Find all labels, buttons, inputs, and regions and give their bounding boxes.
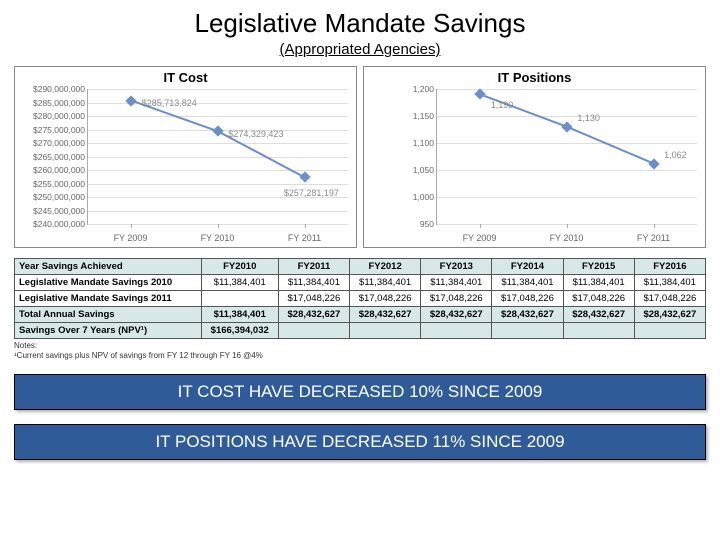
cell: $28,432,627 <box>350 307 421 323</box>
cell: $11,384,401 <box>278 275 349 291</box>
header-label: Year Savings Achieved <box>15 259 202 275</box>
data-label: 1,130 <box>577 113 600 123</box>
x-tick-label: FY 2009 <box>436 233 523 243</box>
y-tick-label: 1,050 <box>413 165 437 175</box>
y-tick-label: $290,000,000 <box>33 84 88 94</box>
table-header-row: Year Savings Achieved FY2010 FY2011 FY20… <box>15 259 706 275</box>
x-tick <box>567 224 568 228</box>
x-tick-label: FY 2010 <box>523 233 610 243</box>
x-tick <box>305 224 306 228</box>
page-subtitle: (Appropriated Agencies) <box>0 41 720 58</box>
cell: $166,394,032 <box>201 323 278 339</box>
x-tick-label: FY 2009 <box>87 233 174 243</box>
cell <box>201 291 278 307</box>
data-label: $257,281,197 <box>284 188 339 198</box>
x-tick <box>480 224 481 228</box>
y-tick-label: $270,000,000 <box>33 138 88 148</box>
npv-row: Savings Over 7 Years (NPV¹)$166,394,032 <box>15 323 706 339</box>
x-tick-label: FY 2010 <box>174 233 261 243</box>
col-header: FY2011 <box>278 259 349 275</box>
y-tick-label: 1,150 <box>413 111 437 121</box>
col-header: FY2014 <box>492 259 563 275</box>
total-row: Total Annual Savings$11,384,401$28,432,6… <box>15 307 706 323</box>
col-header: FY2013 <box>421 259 492 275</box>
plot-area: 1,2001,1501,1001,0501,0009501,1901,1301,… <box>436 89 697 225</box>
y-tick-label: $255,000,000 <box>33 179 88 189</box>
col-header: FY2016 <box>634 259 705 275</box>
cell: $17,048,226 <box>278 291 349 307</box>
y-tick-label: 1,000 <box>413 192 437 202</box>
data-label: 1,190 <box>491 100 514 110</box>
x-axis-labels: FY 2009FY 2010FY 2011 <box>436 233 697 243</box>
notes-block: Notes: ¹Current savings plus NPV of savi… <box>14 339 706 362</box>
savings-table: Year Savings Achieved FY2010 FY2011 FY20… <box>14 258 706 339</box>
row-label: Total Annual Savings <box>15 307 202 323</box>
y-tick-label: $240,000,000 <box>33 219 88 229</box>
cell <box>421 323 492 339</box>
table-row: Legislative Mandate Savings 2010$11,384,… <box>15 275 706 291</box>
cell: $17,048,226 <box>492 291 563 307</box>
cell: $11,384,401 <box>634 275 705 291</box>
banner-cost: IT COST HAVE DECREASED 10% SINCE 2009 <box>14 374 706 410</box>
y-tick-label: $285,000,000 <box>33 98 88 108</box>
data-label: 1,062 <box>664 150 687 160</box>
cell: $11,384,401 <box>563 275 634 291</box>
charts-row: IT Cost $290,000,000$285,000,000$280,000… <box>0 58 720 252</box>
data-label: $274,329,423 <box>228 129 283 139</box>
cell <box>278 323 349 339</box>
x-tick <box>218 224 219 228</box>
y-tick-label: $275,000,000 <box>33 125 88 135</box>
banner-positions: IT POSITIONS HAVE DECREASED 11% SINCE 20… <box>14 424 706 460</box>
table-row: Legislative Mandate Savings 2011 $17,048,… <box>15 291 706 307</box>
cell: $17,048,226 <box>634 291 705 307</box>
x-tick-label: FY 2011 <box>610 233 697 243</box>
x-tick <box>654 224 655 228</box>
cell: $28,432,627 <box>278 307 349 323</box>
x-tick <box>131 224 132 228</box>
chart-it-positions: IT Positions 1,2001,1501,1001,0501,00095… <box>363 66 706 248</box>
cell: $17,048,226 <box>421 291 492 307</box>
y-tick-label: 1,100 <box>413 138 437 148</box>
cell <box>634 323 705 339</box>
y-tick-label: $245,000,000 <box>33 206 88 216</box>
cell: $11,384,401 <box>492 275 563 291</box>
y-tick-label: $280,000,000 <box>33 111 88 121</box>
page-title: Legislative Mandate Savings <box>0 8 720 39</box>
data-label: $285,713,824 <box>142 98 197 108</box>
cell: $28,432,627 <box>492 307 563 323</box>
cell: $28,432,627 <box>563 307 634 323</box>
chart-it-cost: IT Cost $290,000,000$285,000,000$280,000… <box>14 66 357 248</box>
y-tick-label: $265,000,000 <box>33 152 88 162</box>
y-tick-label: 950 <box>420 219 437 229</box>
cell: $11,384,401 <box>201 307 278 323</box>
cell <box>492 323 563 339</box>
plot-area: $290,000,000$285,000,000$280,000,000$275… <box>87 89 348 225</box>
notes-label: Notes: <box>14 341 706 351</box>
row-label: Legislative Mandate Savings 2011 <box>15 291 202 307</box>
y-tick-label: 1,200 <box>413 84 437 94</box>
y-tick-label: $250,000,000 <box>33 192 88 202</box>
cell: $17,048,226 <box>563 291 634 307</box>
cell: $28,432,627 <box>634 307 705 323</box>
row-label: Legislative Mandate Savings 2010 <box>15 275 202 291</box>
x-axis-labels: FY 2009FY 2010FY 2011 <box>87 233 348 243</box>
cell <box>350 323 421 339</box>
col-header: FY2010 <box>201 259 278 275</box>
cell: $28,432,627 <box>421 307 492 323</box>
notes-line: ¹Current savings plus NPV of savings fro… <box>14 351 706 361</box>
cell: $17,048,226 <box>350 291 421 307</box>
col-header: FY2012 <box>350 259 421 275</box>
cell: $11,384,401 <box>421 275 492 291</box>
col-header: FY2015 <box>563 259 634 275</box>
page-number: 13 <box>689 514 702 528</box>
cell: $11,384,401 <box>201 275 278 291</box>
x-tick-label: FY 2011 <box>261 233 348 243</box>
cell: $11,384,401 <box>350 275 421 291</box>
cell <box>563 323 634 339</box>
y-tick-label: $260,000,000 <box>33 165 88 175</box>
row-label: Savings Over 7 Years (NPV¹) <box>15 323 202 339</box>
